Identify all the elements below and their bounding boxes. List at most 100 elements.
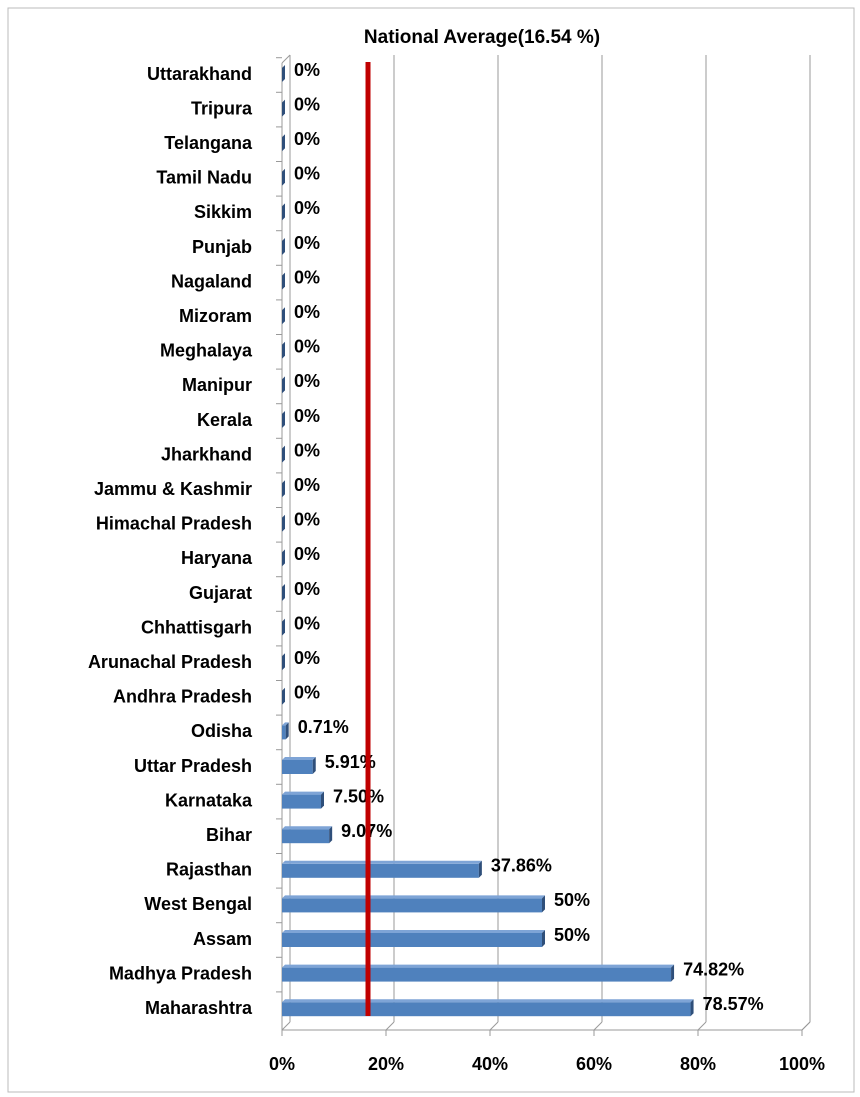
x-tick-label: 20% — [368, 1054, 404, 1074]
bar — [282, 863, 479, 878]
bar — [282, 1002, 691, 1017]
y-tick-label: Uttarakhand — [147, 64, 252, 84]
y-tick-label: Jammu & Kashmir — [94, 479, 252, 499]
data-label: 50% — [554, 890, 590, 910]
x-tick-label: 100% — [779, 1054, 825, 1074]
data-label: 0% — [294, 544, 320, 564]
y-tick-label: Andhra Pradesh — [113, 687, 252, 707]
chart-frame — [7, 7, 855, 1093]
y-tick-label: West Bengal — [144, 894, 252, 914]
data-label: 7.50% — [333, 786, 384, 806]
bar-end — [329, 826, 333, 844]
y-tick-label: Madhya Pradesh — [109, 963, 252, 983]
y-tick-label: Maharashtra — [145, 998, 253, 1018]
y-tick-label: Karnataka — [165, 790, 253, 810]
y-tick-label: Telangana — [164, 133, 253, 153]
bar — [282, 794, 321, 809]
bar-end — [282, 549, 285, 567]
bar — [282, 760, 313, 774]
x-tick-label: 0% — [269, 1054, 295, 1074]
bar-top — [282, 757, 316, 760]
bar-end — [282, 99, 285, 117]
chart-title: National Average(16.54 %) — [364, 27, 600, 48]
bar-end — [282, 618, 285, 636]
x-tick-label: 40% — [472, 1054, 508, 1074]
bar-end — [282, 307, 285, 325]
bar-end — [282, 584, 285, 601]
bar — [282, 829, 330, 844]
y-tick-label: Nagaland — [171, 271, 252, 291]
data-label: 0% — [294, 60, 320, 80]
y-tick-label: Meghalaya — [160, 341, 253, 361]
floor-line — [385, 1021, 395, 1031]
bar-end — [282, 445, 285, 463]
data-label: 0% — [294, 198, 320, 218]
bar-top — [282, 722, 289, 726]
bar-end — [542, 930, 545, 947]
bar — [282, 725, 286, 740]
data-label: 0% — [294, 406, 320, 426]
y-tick-label: Jharkhand — [161, 444, 252, 464]
data-label: 0% — [294, 302, 320, 322]
data-label: 0.71% — [298, 717, 349, 737]
y-tick-label: Mizoram — [179, 306, 252, 326]
data-label: 74.82% — [683, 959, 744, 979]
bar-top — [282, 999, 694, 1003]
bar — [282, 967, 672, 982]
bar-end — [282, 514, 285, 532]
y-tick-label: Gujarat — [189, 583, 252, 603]
y-tick-label: Assam — [193, 929, 252, 949]
bar-end — [282, 653, 285, 671]
y-tick-label: Himachal Pradesh — [96, 514, 252, 534]
bar-end — [690, 999, 694, 1017]
data-label: 0% — [294, 371, 320, 391]
bar-top — [282, 895, 545, 899]
bar-end — [282, 376, 285, 394]
y-tick-label: Odisha — [191, 721, 253, 741]
floor-line — [281, 1021, 291, 1031]
bar-end — [282, 341, 285, 359]
bar-top — [282, 826, 333, 830]
y-tick-label: Chhattisgarh — [141, 617, 252, 637]
bar-end — [282, 65, 285, 82]
data-label: 0% — [294, 613, 320, 633]
bar-end — [282, 272, 285, 290]
bar — [282, 898, 542, 913]
data-label: 0% — [294, 233, 320, 253]
data-label: 78.57% — [703, 994, 764, 1014]
y-tick-label: Punjab — [192, 237, 252, 257]
y-tick-label: Haryana — [181, 548, 253, 568]
floor-line — [801, 1021, 811, 1031]
bar-end — [282, 687, 285, 705]
data-label: 0% — [294, 337, 320, 357]
bar-end — [282, 411, 285, 428]
y-tick-label: Manipur — [182, 375, 252, 395]
y-tick-label: Sikkim — [194, 202, 252, 222]
data-label: 0% — [294, 579, 320, 599]
bar — [282, 933, 542, 947]
data-label: 0% — [294, 440, 320, 460]
y-tick-label: Tripura — [191, 98, 253, 118]
bar-top — [282, 964, 675, 968]
data-label: 37.86% — [491, 856, 552, 876]
y-tick-label: Rajasthan — [166, 860, 252, 880]
bar-end — [282, 134, 285, 152]
bar-end — [671, 964, 675, 982]
y-tick-label: Bihar — [206, 825, 252, 845]
bar-end — [321, 791, 324, 809]
bar-top — [282, 860, 482, 864]
y-tick-label: Tamil Nadu — [156, 168, 252, 188]
bar-end — [282, 480, 285, 498]
bar-top — [282, 930, 545, 933]
x-tick-label: 60% — [576, 1054, 612, 1074]
y-tick-label: Arunachal Pradesh — [88, 652, 252, 672]
data-label: 0% — [294, 129, 320, 149]
y-tick-label: Kerala — [197, 410, 253, 430]
bar-end — [478, 860, 482, 878]
data-label: 0% — [294, 510, 320, 530]
axis-wall — [281, 54, 291, 64]
y-tick-label: Uttar Pradesh — [134, 756, 252, 776]
data-label: 0% — [294, 475, 320, 495]
data-label: 5.91% — [325, 752, 376, 772]
